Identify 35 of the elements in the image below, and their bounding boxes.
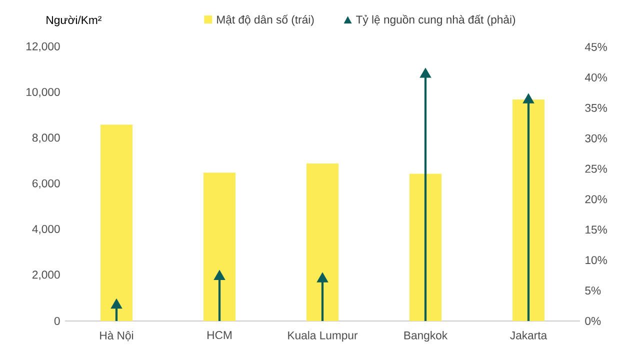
bar: [409, 174, 442, 321]
y-tick-label: 10,000: [26, 88, 60, 98]
y-axis-title: Người/Km²: [46, 16, 102, 26]
bar: [204, 172, 236, 321]
y2-tick-label: 15%: [586, 226, 607, 234]
y2-tick-label: 0%: [585, 316, 601, 326]
point: [523, 94, 534, 104]
y-tick-label: 12,000: [26, 42, 60, 52]
point: [214, 270, 225, 280]
y2-tick-label: 5%: [585, 286, 601, 295]
bar: [512, 100, 544, 321]
y-tick-label: 6,000: [32, 179, 60, 189]
bar: [100, 124, 132, 321]
x-tick-label: Hà Nội: [100, 331, 134, 342]
legend-label: Tỷ lệ nguồn cung nhà đất (phải): [356, 14, 516, 26]
y-tick-label: 2,000: [32, 270, 60, 280]
y-tick-label: 4,000: [32, 224, 60, 234]
y2-tick-label: 25%: [585, 164, 607, 173]
y-tick-label: 8,000: [32, 134, 60, 144]
y2-tick-label: 10%: [586, 256, 607, 264]
y2-tick-label: 35%: [585, 104, 607, 112]
bar: [306, 163, 338, 321]
y2-tick-label: 30%: [585, 134, 607, 142]
x-tick-label: HCM: [208, 331, 232, 340]
point: [420, 68, 431, 78]
x-tick-label: Kuala Lumpur: [288, 331, 358, 342]
x-tick-label: Bangkok: [404, 331, 448, 342]
y2-tick-label: 20%: [585, 195, 607, 204]
x-tick-label: Jakarta: [510, 331, 548, 340]
y2-tick-label: 40%: [584, 73, 607, 82]
point: [317, 273, 328, 282]
y-tick-label: 0: [54, 316, 60, 326]
point: [111, 299, 122, 309]
legend-label: Mật độ dân số (trái): [217, 14, 314, 26]
y2-tick-label: 45%: [584, 43, 607, 51]
